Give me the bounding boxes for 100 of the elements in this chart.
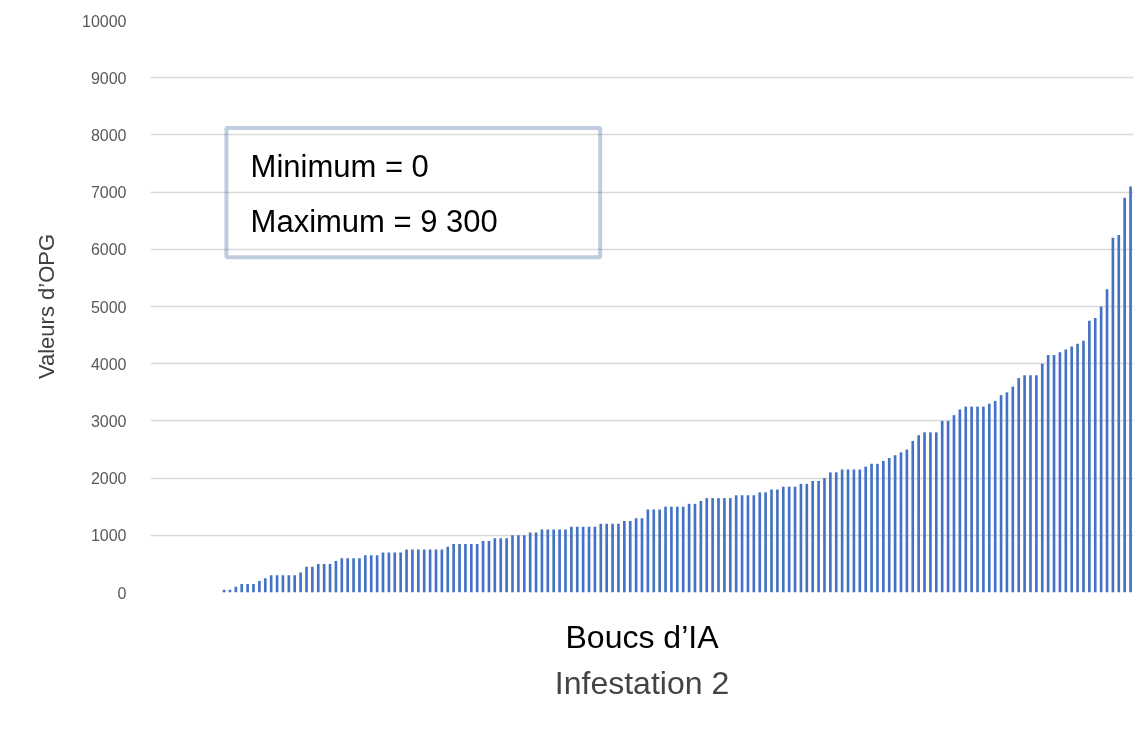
- bar: [652, 509, 656, 593]
- bar: [240, 583, 244, 593]
- annotation: Minimum = 0: [250, 148, 429, 184]
- bar: [517, 535, 520, 593]
- bar: [558, 529, 561, 593]
- bar: [1082, 340, 1085, 593]
- bar: [658, 509, 661, 593]
- y-axis-title: Valeurs d’OPG: [34, 233, 60, 380]
- bar: [546, 529, 550, 593]
- bar: [1029, 375, 1032, 593]
- bar: [982, 406, 985, 593]
- bar: [882, 460, 885, 593]
- bar: [499, 538, 503, 593]
- bar: [346, 558, 350, 593]
- bar: [505, 538, 508, 593]
- bar: [422, 549, 426, 593]
- bar: [258, 581, 261, 593]
- text: Infestation 2: [554, 664, 730, 701]
- bar: [369, 555, 373, 593]
- bar: [817, 480, 820, 593]
- bar: [728, 498, 732, 593]
- bar: [723, 498, 726, 593]
- bar: [1064, 349, 1068, 593]
- bar: [1129, 186, 1132, 593]
- x-axis-title: Boucs d’IA: [565, 618, 720, 655]
- bar: [911, 440, 915, 593]
- bar: [717, 498, 720, 593]
- bar: [864, 466, 867, 593]
- bar: [411, 549, 414, 593]
- bar: [829, 472, 832, 593]
- bar: [734, 495, 738, 593]
- bar: [1093, 317, 1097, 593]
- bar: [458, 543, 461, 593]
- bar: [1023, 375, 1026, 593]
- bar: [1123, 197, 1126, 593]
- bar: [246, 583, 249, 593]
- y-tick-label: 7000: [90, 184, 127, 202]
- bar: [399, 552, 402, 593]
- bar: [599, 523, 603, 593]
- bar: [340, 558, 344, 593]
- bar: [1070, 346, 1074, 593]
- bar: [811, 480, 815, 593]
- bar: [522, 535, 526, 593]
- bar: [305, 566, 308, 593]
- bar: [664, 506, 667, 593]
- bar: [611, 523, 614, 593]
- bar: [1088, 320, 1091, 593]
- bar: [1076, 343, 1079, 593]
- bar: [675, 506, 679, 593]
- bar: [393, 552, 397, 593]
- bar: [252, 583, 255, 593]
- bar: [823, 478, 826, 593]
- bar: [469, 543, 473, 593]
- bar: [770, 489, 773, 593]
- bar: [681, 506, 685, 593]
- bar: [1040, 363, 1044, 593]
- bar: [358, 558, 361, 593]
- bar: [987, 403, 991, 593]
- bar: [917, 435, 920, 593]
- bar: [364, 555, 367, 593]
- bar: [887, 458, 891, 593]
- bar: [834, 472, 838, 593]
- bar: [511, 535, 514, 593]
- bar: [316, 563, 320, 593]
- bar: [446, 546, 450, 593]
- y-tick-label: 1000: [90, 527, 127, 545]
- bar: [564, 529, 567, 593]
- bar: [940, 420, 944, 593]
- y-tick-label: 0: [117, 584, 127, 602]
- bar: [452, 543, 455, 593]
- bar: [876, 463, 879, 593]
- bar: [970, 406, 973, 593]
- y-tick-label: 2000: [90, 470, 127, 488]
- bar: [934, 432, 938, 593]
- y-tick-label: 3000: [90, 412, 127, 430]
- bar: [464, 543, 467, 593]
- bar: [299, 572, 302, 593]
- y-tick-label: 4000: [90, 355, 127, 373]
- bar: [758, 492, 762, 593]
- bar: [711, 498, 714, 593]
- y-tick-label: 10000: [82, 12, 127, 30]
- bar: [405, 549, 408, 593]
- bar: [552, 529, 556, 593]
- y-tick-label: 6000: [90, 241, 127, 259]
- bar: [293, 575, 297, 593]
- bar: [1035, 375, 1038, 593]
- bar: [781, 486, 785, 593]
- bar: [352, 558, 355, 593]
- bar: [923, 432, 926, 593]
- bar: [1017, 378, 1021, 593]
- bar: [705, 498, 709, 593]
- bar: [263, 578, 267, 593]
- bar: [976, 406, 979, 593]
- bar: [964, 406, 968, 593]
- bar: [776, 489, 779, 593]
- bar: [575, 526, 579, 593]
- bar: [617, 523, 620, 593]
- bar: [805, 483, 809, 593]
- bar: [858, 469, 862, 593]
- y-tick-label: 8000: [90, 126, 127, 144]
